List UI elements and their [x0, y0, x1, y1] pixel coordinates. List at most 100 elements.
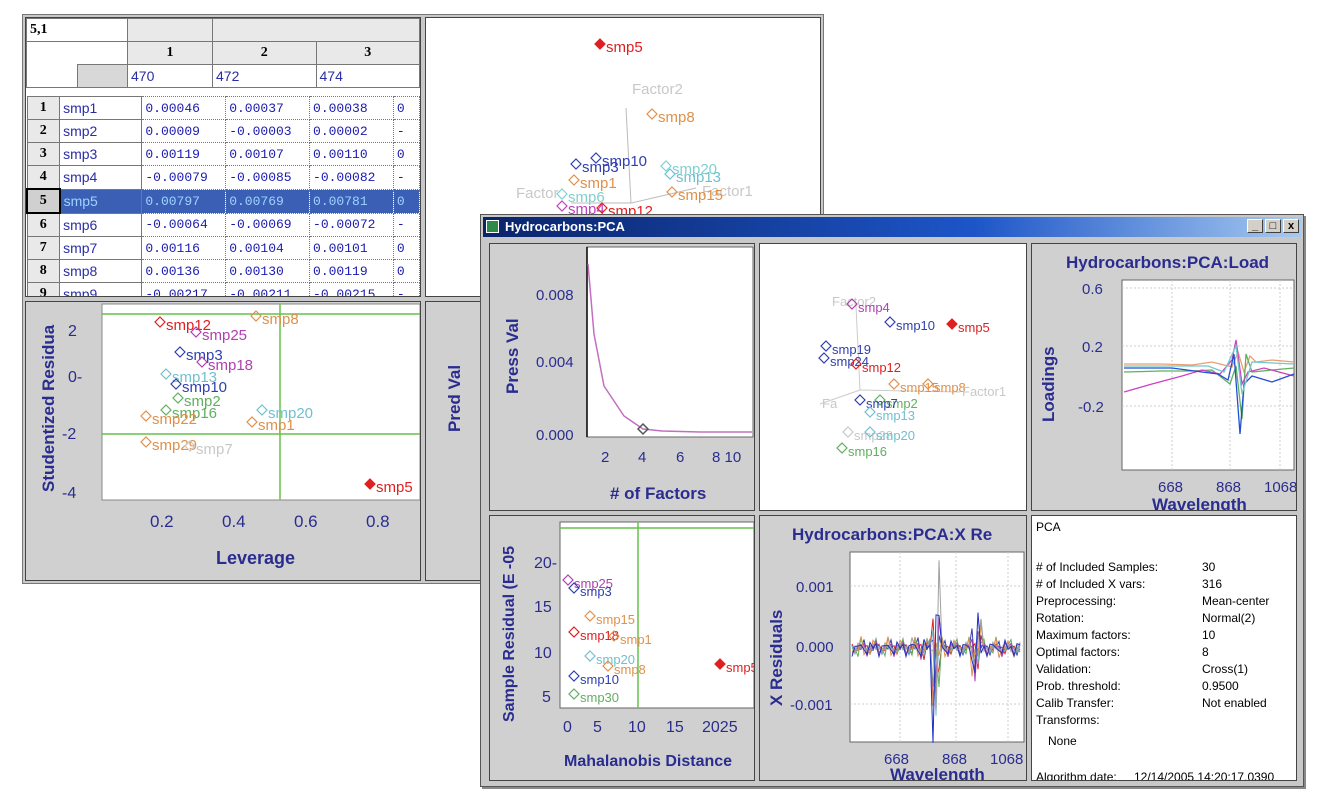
scatter-point[interactable] — [568, 582, 580, 594]
grid-cell[interactable]: 0 — [392, 188, 420, 214]
grid-cell[interactable]: 0.00104 — [225, 236, 311, 260]
scatter-point[interactable] — [884, 316, 896, 328]
scatter-point[interactable] — [246, 416, 258, 428]
press-optimal-marker[interactable] — [636, 422, 650, 436]
scatter-point[interactable] — [864, 426, 876, 438]
grid-cell[interactable]: - — [392, 165, 420, 190]
scatter-point[interactable] — [364, 478, 376, 490]
grid-cell[interactable]: - — [392, 282, 420, 296]
scatter-point[interactable] — [818, 352, 830, 364]
scatter-point[interactable] — [160, 368, 172, 380]
scatter-point[interactable] — [584, 650, 596, 662]
row-number[interactable]: 3 — [26, 142, 61, 166]
col-number[interactable]: 2 — [212, 41, 317, 65]
grid-cell[interactable]: -0.00079 — [141, 165, 227, 190]
grid-cell[interactable]: 0.00038 — [309, 96, 394, 120]
scatter-point[interactable] — [836, 442, 848, 454]
grid-cell[interactable]: 0 — [392, 259, 420, 283]
scatter-point[interactable] — [568, 626, 580, 638]
row-name[interactable]: smp9 — [59, 282, 143, 296]
scatter-point[interactable] — [922, 378, 934, 390]
row-name[interactable]: smp5 — [59, 188, 143, 214]
scatter-point[interactable] — [172, 392, 184, 404]
scatter-point[interactable] — [646, 108, 658, 120]
grid-cell[interactable]: -0.00072 — [309, 212, 394, 237]
grid-cell[interactable]: 0.00797 — [141, 188, 227, 214]
grid-cell[interactable]: 0.00769 — [225, 188, 311, 214]
scatter-point[interactable] — [584, 610, 596, 622]
scatter-point[interactable] — [846, 298, 858, 310]
table-row[interactable]: 6 smp6 -0.00064 -0.00069 -0.00072- — [26, 212, 420, 237]
scatter-point[interactable] — [842, 426, 854, 438]
grid-cell[interactable]: -0.00064 — [141, 212, 227, 237]
grid-cell[interactable]: 0.00136 — [141, 259, 227, 283]
scatter-point[interactable] — [864, 406, 876, 418]
col-number[interactable]: 3 — [315, 41, 420, 65]
scatter-point[interactable] — [568, 688, 580, 700]
table-row[interactable]: 4 smp4 -0.00079 -0.00085 -0.00082- — [26, 165, 420, 190]
row-name[interactable]: smp8 — [59, 259, 143, 283]
scatter-point[interactable] — [160, 404, 172, 416]
grid-cell[interactable]: -0.00211 — [225, 282, 311, 296]
table-row[interactable]: 9 smp9 -0.00217 -0.00211 -0.00215- — [26, 282, 420, 296]
pca-window[interactable]: Hydrocarbons:PCA _ □ x Press Val 0.008 0… — [480, 214, 1304, 787]
grid-cell[interactable]: - — [392, 212, 420, 237]
grid-cell[interactable]: - — [392, 119, 420, 143]
cell-ref[interactable]: 5,1 — [26, 18, 128, 42]
row-number[interactable]: 5 — [26, 188, 61, 214]
scatter-point[interactable] — [854, 394, 866, 406]
col-number[interactable]: 1 — [127, 41, 213, 65]
scatter-point[interactable] — [256, 404, 268, 416]
scatter-point[interactable] — [556, 188, 568, 200]
scatter-point[interactable] — [714, 658, 726, 670]
row-name[interactable]: smp7 — [59, 236, 143, 260]
col-value[interactable]: 472 — [212, 64, 317, 88]
col-value[interactable]: 470 — [127, 64, 213, 88]
grid-cell[interactable]: -0.00069 — [225, 212, 311, 237]
scatter-point[interactable] — [660, 160, 672, 172]
grid-cell[interactable]: 0 — [392, 142, 420, 166]
grid-cell[interactable]: -0.00215 — [309, 282, 394, 296]
scatter-point[interactable] — [556, 200, 568, 212]
scatter-point[interactable] — [602, 660, 614, 672]
minimize-button[interactable]: _ — [1247, 219, 1263, 233]
row-name[interactable]: smp2 — [59, 119, 143, 143]
table-row[interactable]: 5 smp5 0.00797 0.00769 0.00781 0 — [26, 188, 420, 214]
row-number[interactable]: 9 — [26, 282, 61, 296]
scatter-point[interactable] — [820, 340, 832, 352]
row-number[interactable]: 1 — [26, 96, 61, 120]
scatter-point[interactable] — [140, 410, 152, 422]
row-name[interactable]: smp4 — [59, 165, 143, 190]
grid-cell[interactable]: -0.00003 — [225, 119, 311, 143]
scatter-point[interactable] — [594, 38, 606, 50]
title-bar[interactable]: Hydrocarbons:PCA _ □ x — [483, 217, 1301, 237]
table-row[interactable]: 3 smp3 0.00119 0.00107 0.00110 0 — [26, 142, 420, 166]
scatter-point[interactable] — [666, 186, 678, 198]
grid-cell[interactable]: 0 — [392, 96, 420, 120]
grid-cell[interactable]: -0.00217 — [141, 282, 227, 296]
grid-cell[interactable]: 0 — [392, 236, 420, 260]
row-name[interactable]: smp1 — [59, 96, 143, 120]
scatter-point[interactable] — [888, 378, 900, 390]
row-number[interactable]: 8 — [26, 259, 61, 283]
scatter-point[interactable] — [596, 202, 608, 214]
scatter-point[interactable] — [196, 356, 208, 368]
col-value[interactable]: 474 — [315, 64, 420, 88]
grid-cell[interactable]: 0.00116 — [141, 236, 227, 260]
grid-cell[interactable]: -0.00082 — [309, 165, 394, 190]
close-button[interactable]: x — [1283, 219, 1299, 233]
scatter-point[interactable] — [590, 152, 602, 164]
scatter-point[interactable] — [174, 346, 186, 358]
table-row[interactable]: 8 smp8 0.00136 0.00130 0.00119 0 — [26, 259, 420, 283]
scatter-point[interactable] — [184, 440, 196, 452]
grid-cell[interactable]: 0.00130 — [225, 259, 311, 283]
row-number[interactable]: 7 — [26, 236, 61, 260]
grid-cell[interactable]: 0.00009 — [141, 119, 227, 143]
grid-cell[interactable]: 0.00046 — [141, 96, 227, 120]
scatter-point[interactable] — [850, 358, 862, 370]
scatter-point[interactable] — [140, 436, 152, 448]
grid-cell[interactable]: 0.00110 — [309, 142, 394, 166]
grid-cell[interactable]: 0.00101 — [309, 236, 394, 260]
row-number[interactable]: 2 — [26, 119, 61, 143]
table-row[interactable]: 2 smp2 0.00009 -0.00003 0.00002- — [26, 119, 420, 143]
